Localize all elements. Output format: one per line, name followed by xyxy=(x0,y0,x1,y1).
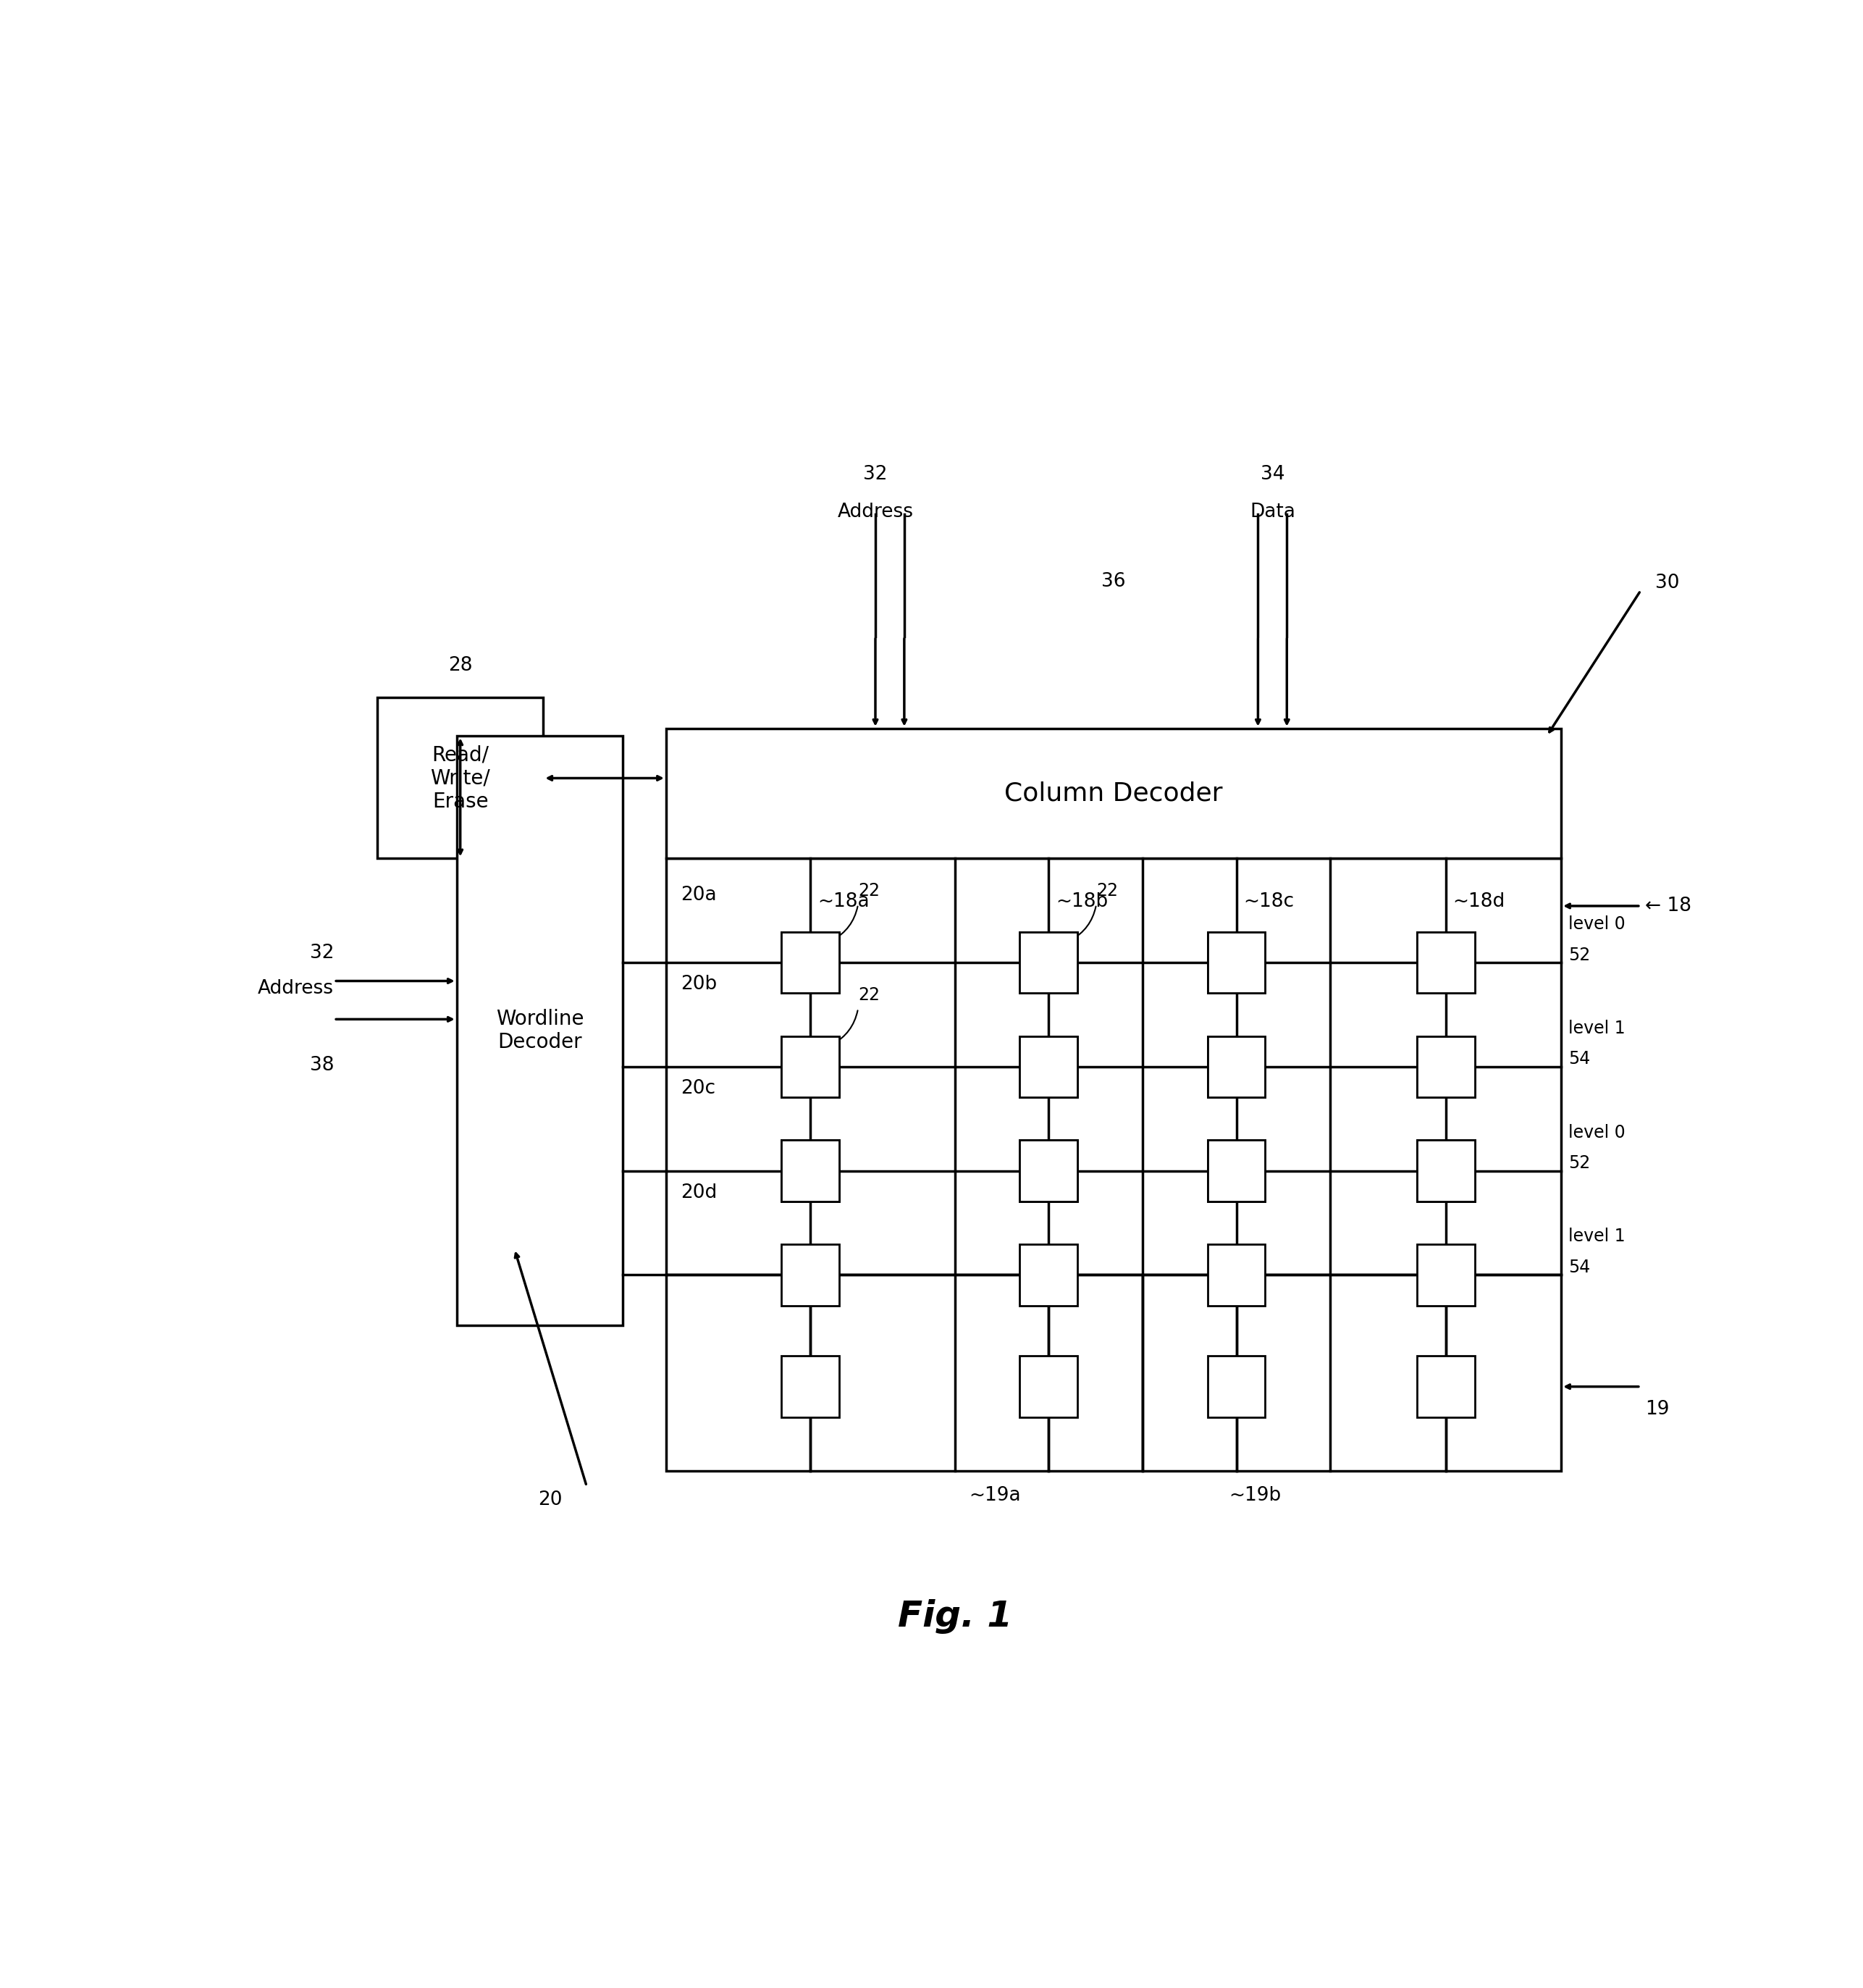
Bar xyxy=(1019,1141,1077,1201)
Bar xyxy=(1207,1244,1265,1306)
Bar xyxy=(782,1036,838,1097)
Bar xyxy=(782,932,838,994)
Text: 20c: 20c xyxy=(680,1079,715,1097)
Bar xyxy=(782,1036,838,1097)
Bar xyxy=(782,1244,838,1306)
Text: 32: 32 xyxy=(309,944,333,962)
Text: ~19a: ~19a xyxy=(969,1487,1021,1505)
Text: 52: 52 xyxy=(1569,1155,1591,1171)
Text: 20d: 20d xyxy=(680,1183,717,1203)
Text: Data: Data xyxy=(1250,503,1295,521)
Bar xyxy=(667,859,1561,1274)
Bar xyxy=(1019,1244,1077,1306)
Bar xyxy=(1418,1244,1475,1306)
Bar xyxy=(1418,1036,1475,1097)
Text: Wordline
Decoder: Wordline Decoder xyxy=(496,1008,583,1052)
Bar xyxy=(1418,1356,1475,1417)
Bar xyxy=(782,1141,838,1201)
Text: Fig. 1: Fig. 1 xyxy=(898,1598,1012,1634)
Text: 30: 30 xyxy=(1654,575,1679,592)
Bar xyxy=(667,728,1561,859)
Text: 34: 34 xyxy=(1259,465,1285,483)
Text: 22: 22 xyxy=(859,883,879,901)
Bar xyxy=(782,932,838,994)
Text: 32: 32 xyxy=(863,465,887,483)
Text: ~18c: ~18c xyxy=(1244,893,1295,911)
Text: 52: 52 xyxy=(1569,946,1591,964)
Text: 20a: 20a xyxy=(680,887,717,905)
Text: 20: 20 xyxy=(538,1491,563,1509)
Bar xyxy=(1207,1356,1265,1417)
Bar xyxy=(456,736,622,1326)
Bar xyxy=(782,1141,838,1201)
Text: Address: Address xyxy=(836,503,913,521)
Text: ~18b: ~18b xyxy=(1056,893,1108,911)
Bar xyxy=(1207,1036,1265,1097)
Text: level 1: level 1 xyxy=(1569,1020,1625,1038)
Bar xyxy=(1207,932,1265,994)
Bar xyxy=(1207,1036,1265,1097)
Text: 22: 22 xyxy=(1095,883,1118,901)
Bar xyxy=(1418,932,1475,994)
Text: 28: 28 xyxy=(449,656,473,674)
Bar xyxy=(1207,1141,1265,1201)
Bar xyxy=(1418,1036,1475,1097)
Text: 54: 54 xyxy=(1569,1050,1591,1068)
Text: ~18a: ~18a xyxy=(818,893,870,911)
Text: 20b: 20b xyxy=(680,974,717,994)
Text: 54: 54 xyxy=(1569,1258,1591,1276)
Bar xyxy=(1019,1141,1077,1201)
Bar xyxy=(1019,1356,1077,1417)
Text: Column Decoder: Column Decoder xyxy=(1004,781,1222,805)
Bar xyxy=(1418,932,1475,994)
Bar xyxy=(782,1356,838,1417)
Text: level 1: level 1 xyxy=(1569,1229,1625,1244)
Text: 36: 36 xyxy=(1101,573,1125,590)
Bar xyxy=(376,698,544,859)
Bar xyxy=(1019,1036,1077,1097)
Bar xyxy=(1019,1036,1077,1097)
Text: ~19b: ~19b xyxy=(1230,1487,1282,1505)
Text: ~18d: ~18d xyxy=(1453,893,1505,911)
Bar xyxy=(1019,932,1077,994)
Text: 22: 22 xyxy=(859,986,879,1004)
Bar xyxy=(667,1274,1142,1471)
Text: level 0: level 0 xyxy=(1569,1123,1625,1141)
Text: level 0: level 0 xyxy=(1569,916,1625,932)
Text: ← 18: ← 18 xyxy=(1645,897,1692,914)
Bar xyxy=(1142,1274,1561,1471)
Bar xyxy=(1207,932,1265,994)
Bar xyxy=(1418,1141,1475,1201)
Text: Read/
Write/
Erase: Read/ Write/ Erase xyxy=(430,746,490,811)
Text: 19: 19 xyxy=(1645,1400,1669,1419)
Text: 38: 38 xyxy=(309,1056,333,1076)
Bar xyxy=(1418,1141,1475,1201)
Text: Address: Address xyxy=(257,980,333,998)
Bar xyxy=(1207,1141,1265,1201)
Bar xyxy=(1019,932,1077,994)
